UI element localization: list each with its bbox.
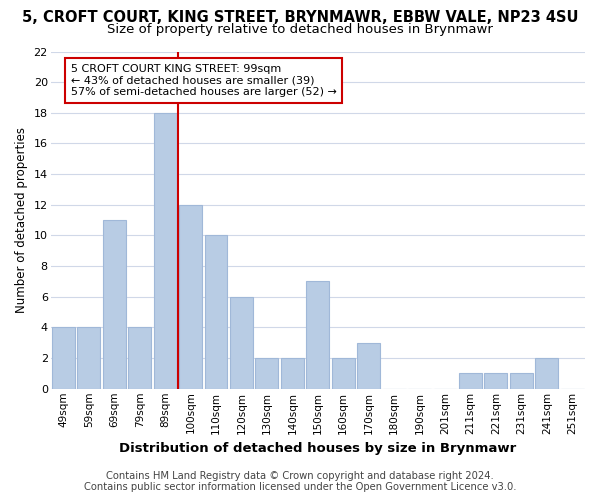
X-axis label: Distribution of detached houses by size in Brynmawr: Distribution of detached houses by size … <box>119 442 517 455</box>
Bar <box>256 358 278 389</box>
Bar <box>230 297 253 389</box>
Bar <box>459 374 482 389</box>
Bar <box>510 374 533 389</box>
Bar <box>307 282 329 389</box>
Bar <box>205 236 227 389</box>
Bar <box>281 358 304 389</box>
Bar <box>357 343 380 389</box>
Text: Size of property relative to detached houses in Brynmawr: Size of property relative to detached ho… <box>107 22 493 36</box>
Bar <box>77 328 100 389</box>
Bar <box>154 113 176 389</box>
Bar <box>332 358 355 389</box>
Bar <box>103 220 125 389</box>
Text: 5, CROFT COURT, KING STREET, BRYNMAWR, EBBW VALE, NP23 4SU: 5, CROFT COURT, KING STREET, BRYNMAWR, E… <box>22 10 578 25</box>
Bar <box>128 328 151 389</box>
Y-axis label: Number of detached properties: Number of detached properties <box>15 127 28 313</box>
Bar <box>179 205 202 389</box>
Bar <box>535 358 558 389</box>
Text: Contains HM Land Registry data © Crown copyright and database right 2024.
Contai: Contains HM Land Registry data © Crown c… <box>84 471 516 492</box>
Bar <box>52 328 75 389</box>
Bar <box>484 374 508 389</box>
Text: 5 CROFT COURT KING STREET: 99sqm
← 43% of detached houses are smaller (39)
57% o: 5 CROFT COURT KING STREET: 99sqm ← 43% o… <box>71 64 337 97</box>
